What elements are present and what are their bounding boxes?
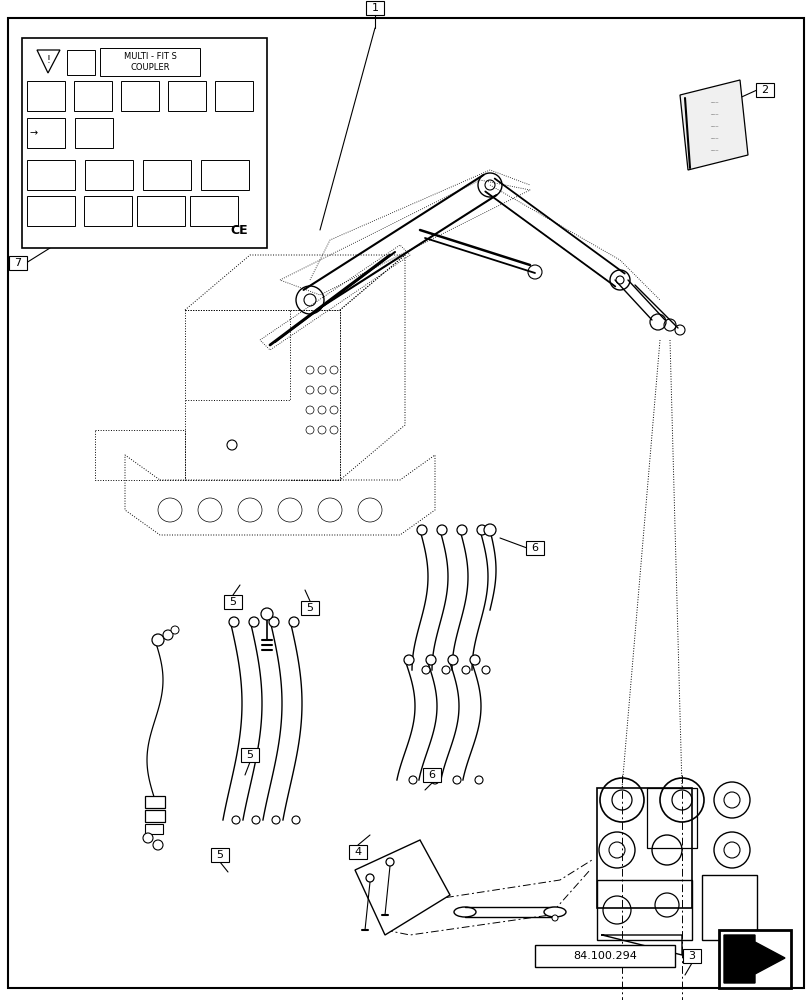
Circle shape [461, 666, 470, 674]
Polygon shape [354, 840, 449, 935]
Bar [423, 768, 440, 782]
Circle shape [229, 617, 238, 627]
Circle shape [448, 655, 457, 665]
Bar [145, 824, 163, 834]
Bar [74, 81, 112, 111]
Circle shape [289, 617, 298, 627]
Bar [646, 788, 696, 848]
Circle shape [482, 666, 489, 674]
Circle shape [171, 626, 178, 634]
Polygon shape [723, 935, 784, 983]
Text: MULTI - FIT S
COUPLER: MULTI - FIT S COUPLER [123, 52, 176, 72]
Bar [526, 541, 543, 555]
Text: ___: ___ [709, 146, 717, 151]
Bar [682, 949, 700, 963]
Text: 2: 2 [761, 85, 768, 95]
Bar [22, 38, 267, 248]
Bar [168, 81, 206, 111]
Circle shape [453, 776, 461, 784]
Circle shape [436, 525, 446, 535]
Bar [718, 930, 790, 988]
Bar [534, 945, 674, 967]
Bar [137, 196, 185, 226]
Text: 5: 5 [247, 750, 253, 760]
Ellipse shape [453, 907, 475, 917]
Circle shape [470, 655, 479, 665]
Bar [27, 81, 65, 111]
Circle shape [163, 630, 173, 640]
Text: 84.100.294: 84.100.294 [573, 951, 636, 961]
Bar [596, 880, 691, 940]
Circle shape [404, 655, 414, 665]
Polygon shape [679, 80, 747, 170]
Text: →: → [30, 128, 38, 138]
Circle shape [292, 816, 299, 824]
Bar [145, 796, 165, 808]
Bar [27, 160, 75, 190]
Text: 5: 5 [306, 603, 313, 613]
Circle shape [152, 840, 163, 850]
Ellipse shape [543, 907, 565, 917]
Bar [27, 196, 75, 226]
Text: ___: ___ [709, 122, 717, 127]
Text: ___: ___ [709, 134, 717, 139]
Bar [143, 160, 191, 190]
Bar [224, 595, 242, 609]
Bar [100, 48, 200, 76]
Circle shape [476, 525, 487, 535]
Circle shape [431, 776, 439, 784]
Text: CE: CE [230, 224, 247, 236]
Circle shape [251, 816, 260, 824]
Bar [596, 788, 691, 908]
Text: 7: 7 [15, 258, 22, 268]
Circle shape [268, 617, 279, 627]
Bar [301, 601, 319, 615]
Text: 3: 3 [688, 951, 695, 961]
Circle shape [441, 666, 449, 674]
Circle shape [272, 816, 280, 824]
Text: 5: 5 [230, 597, 236, 607]
Bar [9, 256, 27, 270]
Bar [85, 160, 133, 190]
Text: 6: 6 [531, 543, 538, 553]
Text: 5: 5 [217, 850, 223, 860]
Bar [121, 81, 159, 111]
Bar [215, 81, 253, 111]
Bar [349, 845, 367, 859]
Circle shape [385, 858, 393, 866]
Circle shape [143, 833, 152, 843]
Bar [145, 810, 165, 822]
Circle shape [483, 524, 496, 536]
Bar [241, 748, 259, 762]
Bar [201, 160, 249, 190]
Circle shape [426, 655, 436, 665]
Bar [84, 196, 132, 226]
Circle shape [422, 666, 430, 674]
Circle shape [457, 525, 466, 535]
Circle shape [249, 617, 259, 627]
Text: 4: 4 [354, 847, 361, 857]
Bar [211, 848, 229, 862]
Text: 1: 1 [371, 3, 378, 13]
Text: ___: ___ [709, 98, 717, 103]
Bar [702, 875, 756, 940]
Bar [27, 118, 65, 148]
Bar [75, 118, 113, 148]
Bar [755, 83, 773, 97]
Circle shape [474, 776, 483, 784]
Circle shape [409, 776, 417, 784]
Text: 6: 6 [428, 770, 435, 780]
Circle shape [260, 608, 272, 620]
Bar [190, 196, 238, 226]
Bar [366, 1, 384, 15]
Circle shape [366, 874, 374, 882]
Circle shape [232, 816, 240, 824]
Circle shape [551, 915, 557, 921]
Circle shape [417, 525, 427, 535]
Text: !: ! [46, 55, 49, 65]
Bar [67, 50, 95, 75]
Text: ___: ___ [709, 110, 717, 115]
Circle shape [152, 634, 164, 646]
